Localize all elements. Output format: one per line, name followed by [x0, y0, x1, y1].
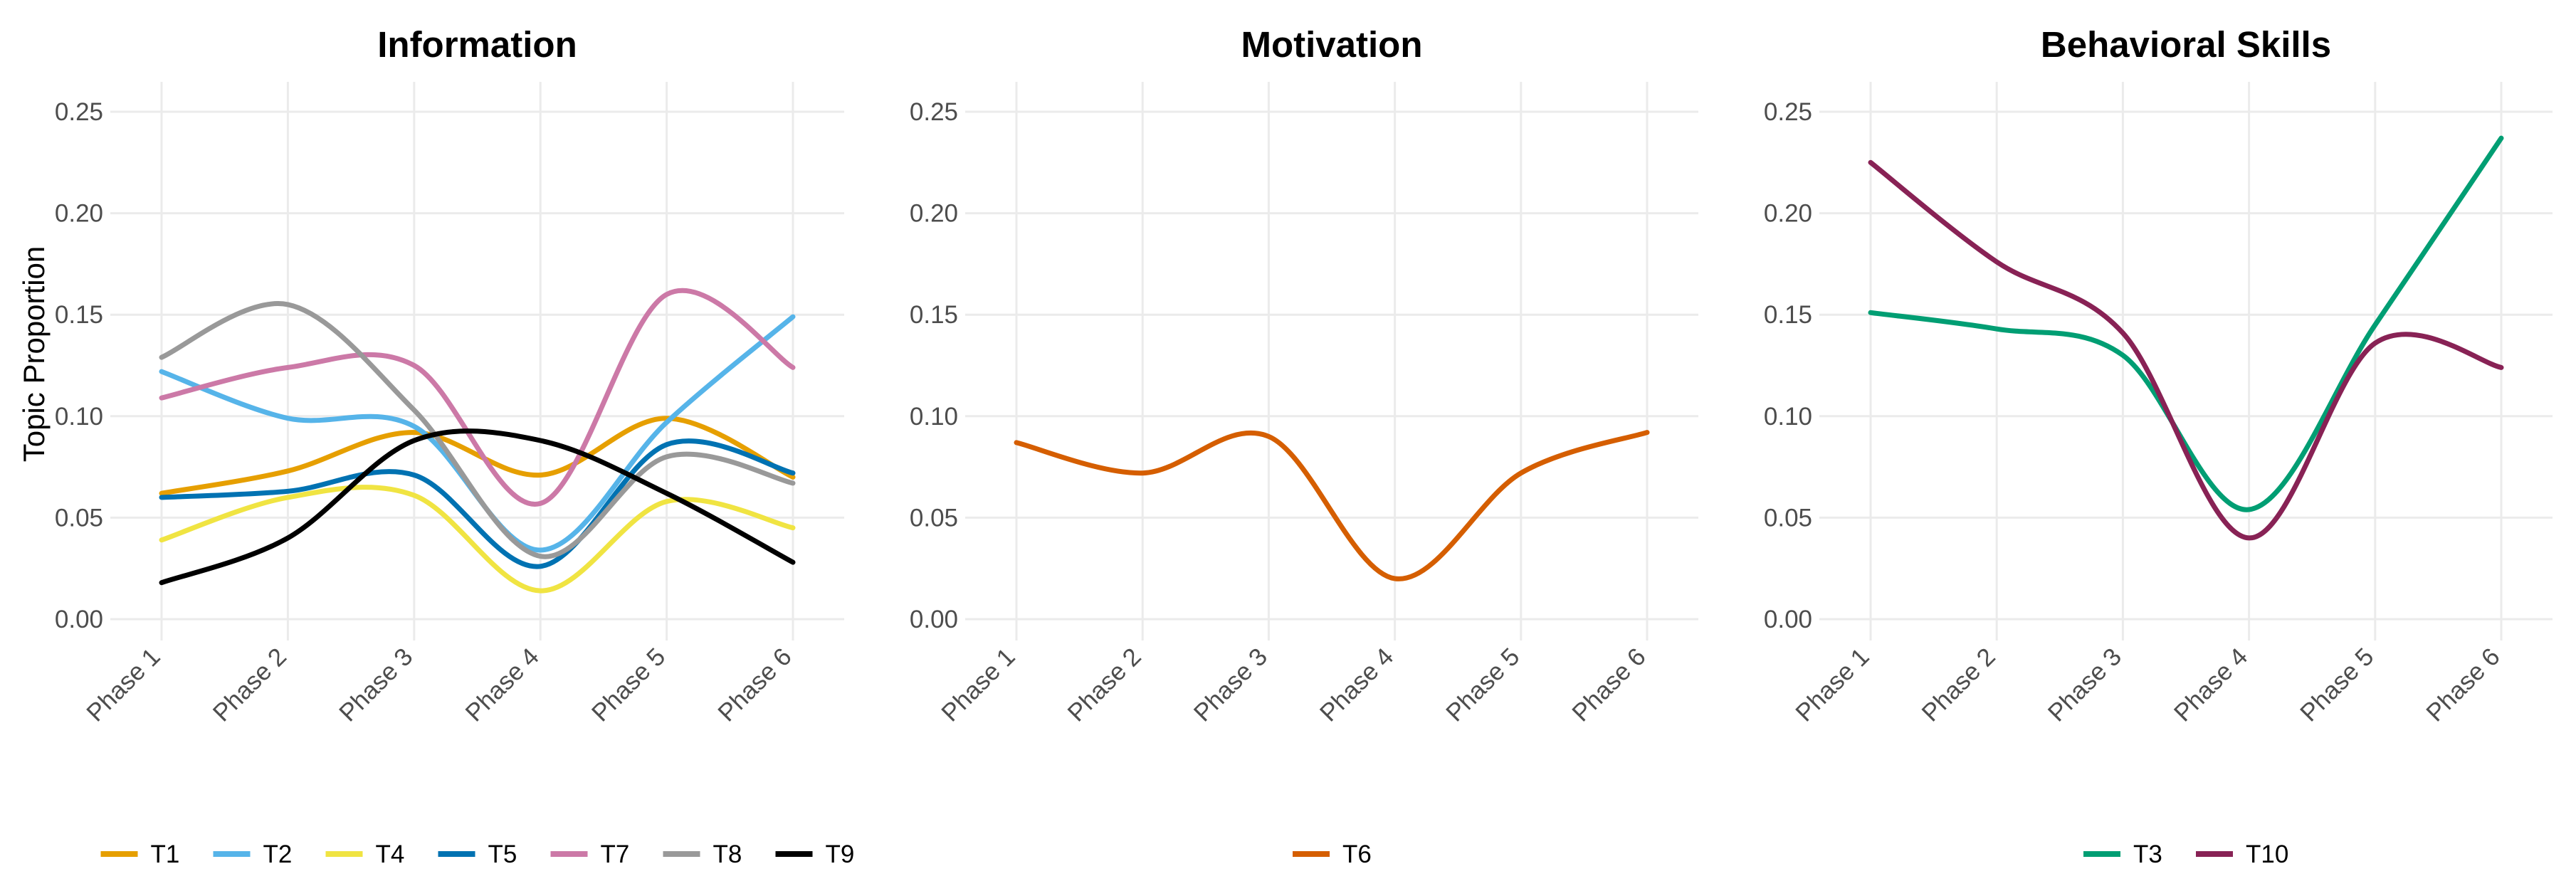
- legend-label-t7: T7: [601, 840, 630, 868]
- information-xtick-label: Phase 6: [713, 643, 797, 727]
- behavioral-skills-xtick-label: Phase 1: [1790, 643, 1874, 727]
- information-xtick-label: Phase 2: [208, 643, 292, 727]
- behavioral-skills-xtick-label: Phase 2: [1916, 643, 2000, 727]
- motivation-ytick-label: 0.00: [910, 606, 958, 633]
- information-xtick-label: Phase 5: [587, 643, 671, 727]
- legend-label-t9: T9: [826, 840, 855, 868]
- series-line-t6: [1014, 430, 1650, 581]
- motivation-xtick-label: Phase 4: [1315, 643, 1399, 727]
- motivation-panel-title: Motivation: [1241, 24, 1423, 65]
- behavioral-skills-ytick-label: 0.05: [1764, 504, 1812, 532]
- motivation-ytick-label: 0.15: [910, 301, 958, 329]
- legend-label-t3: T3: [2133, 840, 2162, 868]
- information-ytick-label: 0.05: [55, 504, 103, 532]
- series-line-t9: [159, 428, 796, 586]
- motivation-ytick-label: 0.20: [910, 200, 958, 228]
- legend-label-t8: T8: [713, 840, 742, 868]
- information-ytick-label: 0.00: [55, 606, 103, 633]
- information-ytick-label: 0.10: [55, 403, 103, 431]
- behavioral-skills-ytick-label: 0.20: [1764, 200, 1812, 228]
- information-xtick-label: Phase 4: [460, 643, 544, 727]
- behavioral-skills-ytick-label: 0.00: [1764, 606, 1812, 633]
- motivation-xtick-label: Phase 1: [936, 643, 1020, 727]
- legend-label-t4: T4: [376, 840, 405, 868]
- information-panel-title: Information: [377, 24, 577, 65]
- series-line-t4: [159, 485, 796, 594]
- behavioral-skills-xtick-label: Phase 3: [2043, 643, 2127, 727]
- behavioral-skills-ytick-label: 0.25: [1764, 98, 1812, 126]
- information-ytick-label: 0.15: [55, 301, 103, 329]
- behavioral-skills-ytick-label: 0.15: [1764, 301, 1812, 329]
- motivation-xtick-label: Phase 3: [1189, 643, 1273, 727]
- legend-label-t5: T5: [488, 840, 517, 868]
- motivation-xtick-label: Phase 2: [1062, 643, 1146, 727]
- legend-label-t10: T10: [2246, 840, 2288, 868]
- legend-label-t1: T1: [151, 840, 180, 868]
- series-line-t3: [1868, 135, 2504, 512]
- motivation-xtick-label: Phase 6: [1567, 643, 1651, 727]
- motivation-xtick-label: Phase 5: [1441, 643, 1525, 727]
- motivation-ytick-label: 0.05: [910, 504, 958, 532]
- series-line-t5: [159, 438, 796, 569]
- legend-label-t2: T2: [263, 840, 293, 868]
- behavioral-skills-xtick-label: Phase 5: [2295, 643, 2379, 727]
- series-line-t7: [159, 288, 796, 507]
- behavioral-skills-xtick-label: Phase 6: [2421, 643, 2505, 727]
- y-axis-title: Topic Proportion: [17, 246, 51, 463]
- series-line-t10: [1868, 159, 2504, 541]
- legend-label-t6: T6: [1342, 840, 1372, 868]
- behavioral-skills-panel-title: Behavioral Skills: [2041, 24, 2331, 65]
- motivation-ytick-label: 0.25: [910, 98, 958, 126]
- behavioral-skills-ytick-label: 0.10: [1764, 403, 1812, 431]
- behavioral-skills-xtick-label: Phase 4: [2169, 643, 2253, 727]
- series-line-t8: [159, 301, 796, 559]
- motivation-ytick-label: 0.10: [910, 403, 958, 431]
- information-xtick-label: Phase 3: [334, 643, 418, 727]
- information-ytick-label: 0.20: [55, 200, 103, 228]
- information-xtick-label: Phase 1: [81, 643, 165, 727]
- information-ytick-label: 0.25: [55, 98, 103, 126]
